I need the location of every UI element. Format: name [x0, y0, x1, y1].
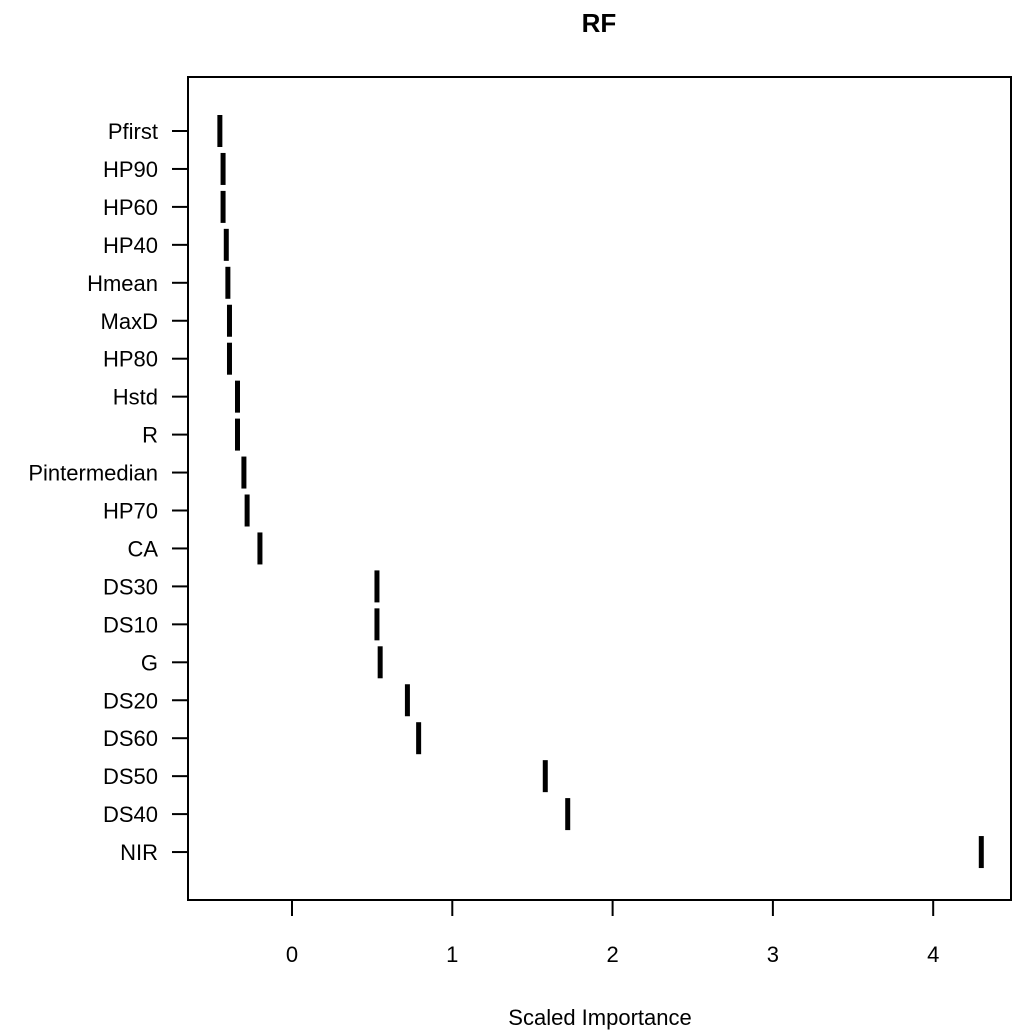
- x-tick-label: 3: [767, 942, 779, 967]
- y-tick-label: HP90: [103, 157, 158, 182]
- plot-area-frame: [187, 76, 1012, 901]
- y-axis: Pfirst HP90 HP60 HP40 Hmean MaxD HP80 Hstd R Pint…: [28, 119, 188, 865]
- y-tick-label: Hmean: [87, 271, 158, 296]
- y-tick-label: Pfirst: [108, 119, 158, 144]
- x-axis: 0 1 2 3 4: [286, 900, 939, 967]
- y-tick-label: Hstd: [113, 385, 158, 410]
- y-tick-label: DS10: [103, 612, 158, 637]
- y-tick-label: DS60: [103, 726, 158, 751]
- y-tick-label: HP80: [103, 347, 158, 372]
- y-tick-label: Pintermedian: [28, 461, 158, 486]
- y-tick-label: HP40: [103, 233, 158, 258]
- x-axis-label: Scaled Importance: [508, 1005, 691, 1030]
- x-tick-label: 2: [606, 942, 618, 967]
- y-tick-label: DS30: [103, 574, 158, 599]
- y-tick-label: DS50: [103, 764, 158, 789]
- y-tick-label: HP70: [103, 499, 158, 524]
- y-tick-label: HP60: [103, 195, 158, 220]
- y-tick-label: G: [141, 650, 158, 675]
- x-tick-label: 4: [927, 942, 939, 967]
- x-tick-label: 0: [286, 942, 298, 967]
- y-tick-label: DS20: [103, 688, 158, 713]
- data-marks: [217, 115, 984, 869]
- chart-title: RF: [582, 8, 617, 38]
- y-tick-label: DS40: [103, 802, 158, 827]
- y-tick-label: R: [142, 423, 158, 448]
- y-tick-label: NIR: [120, 840, 158, 865]
- y-tick-label: MaxD: [101, 309, 158, 334]
- x-tick-label: 1: [446, 942, 458, 967]
- y-tick-label: CA: [127, 536, 158, 561]
